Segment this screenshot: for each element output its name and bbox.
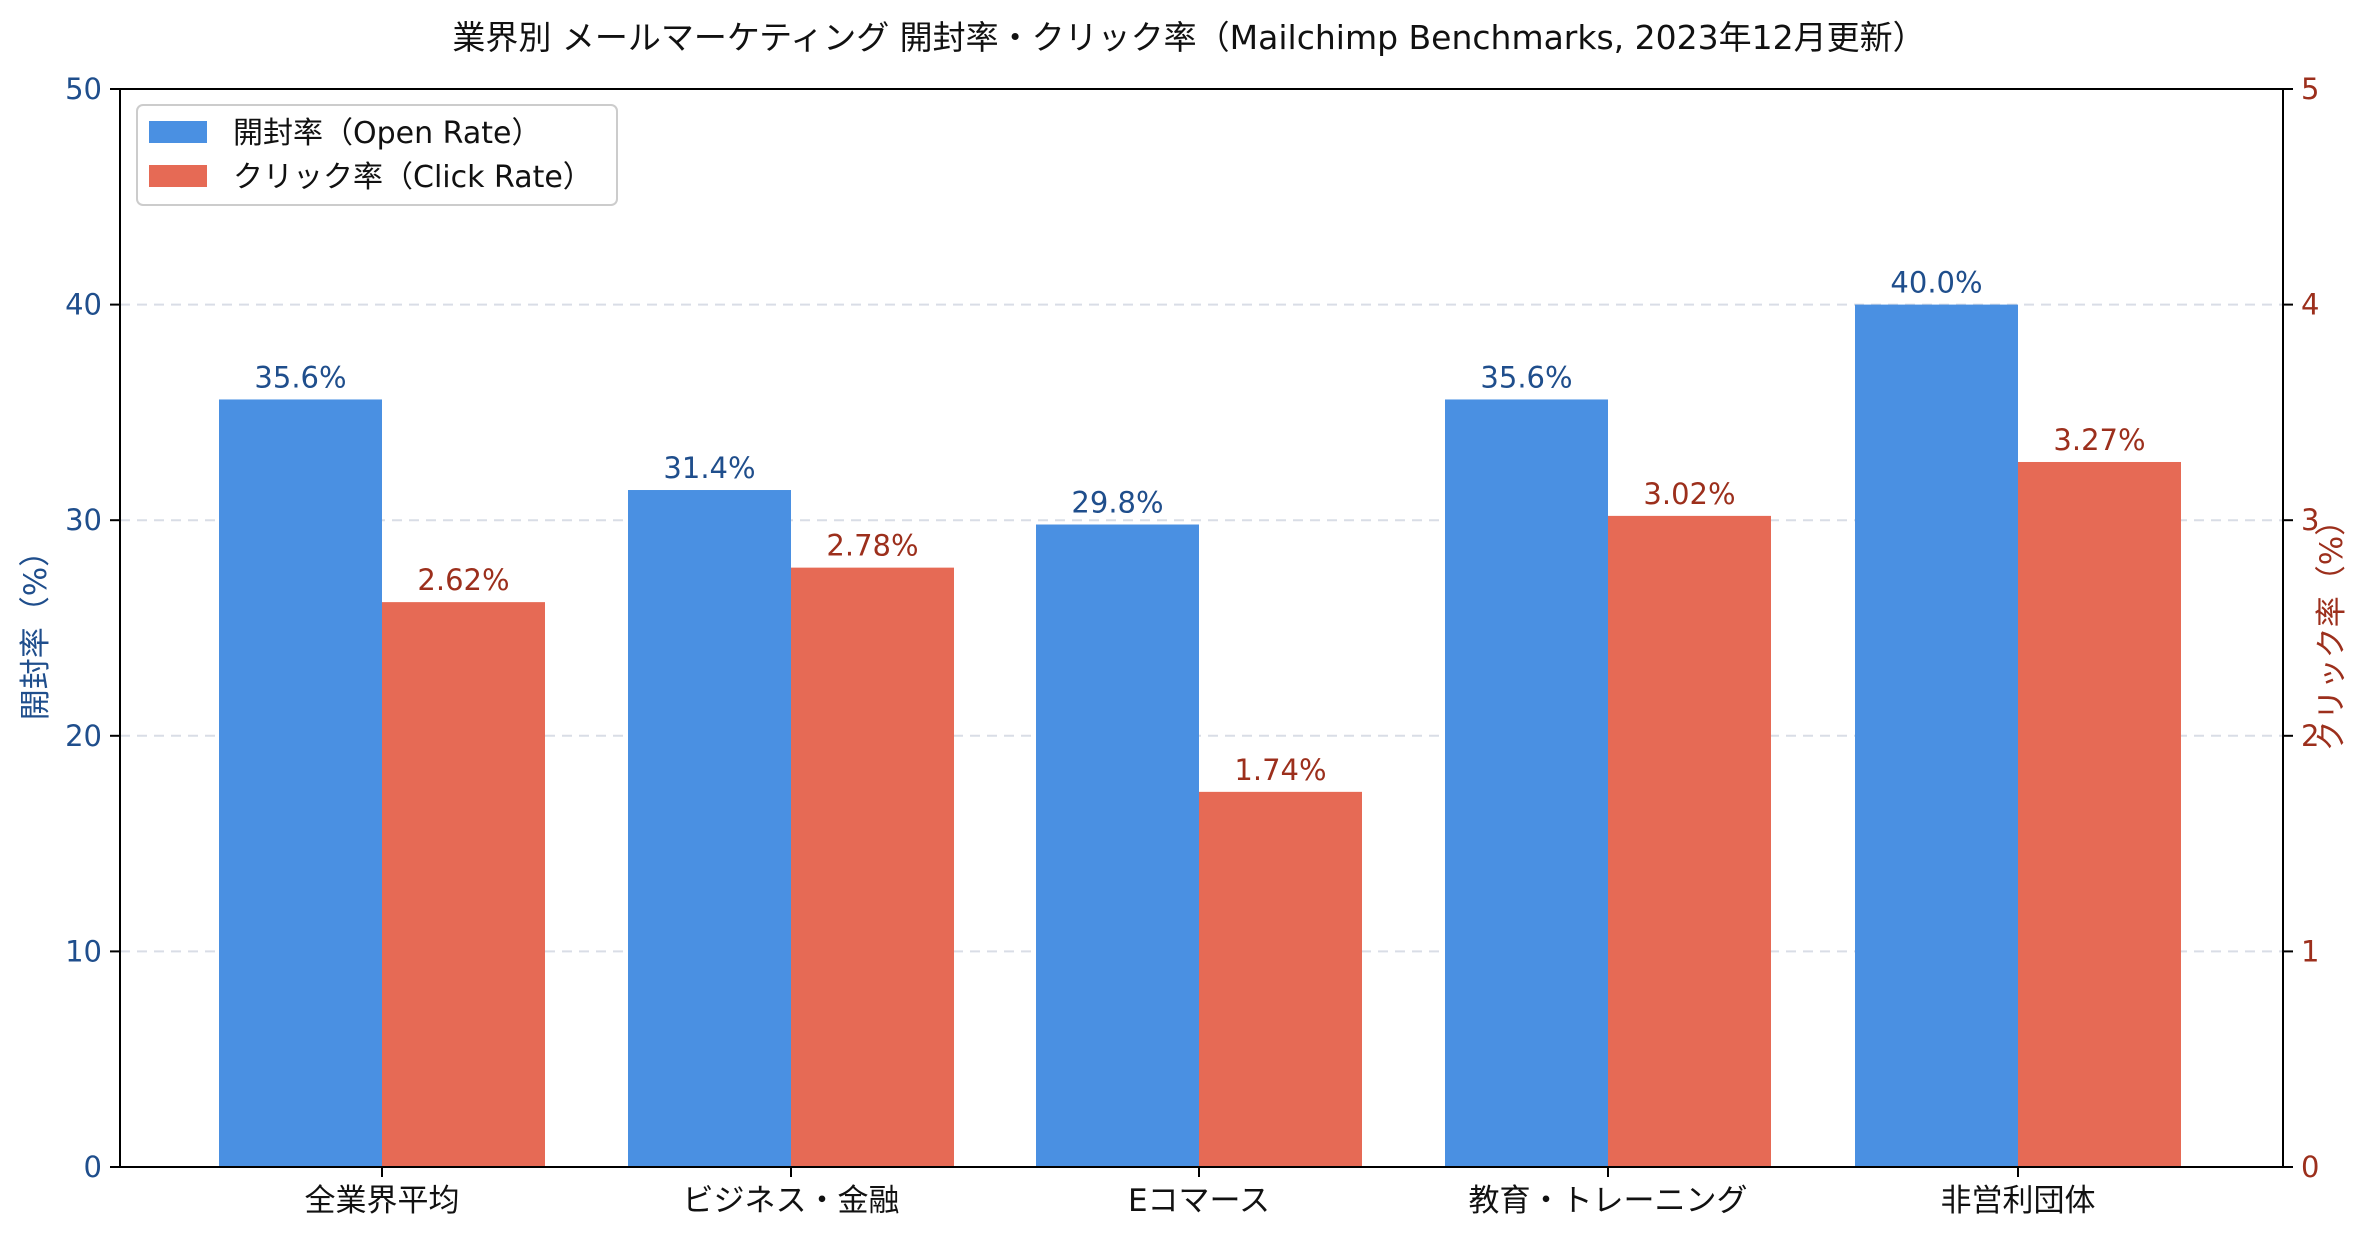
right-y-axis-label: クリック率（%）	[2314, 505, 2350, 751]
left-tick-label: 0	[84, 1150, 102, 1184]
left-tick-label: 40	[65, 288, 102, 322]
plot-frame	[119, 88, 2284, 1168]
legend-swatch-open-rate	[149, 121, 207, 143]
bar-click-rate	[2018, 461, 2181, 1167]
bar-click-rate	[1199, 791, 1362, 1167]
x-tick-label: 教育・トレーニング	[1469, 1183, 1748, 1219]
bar-open-rate	[1445, 399, 1608, 1167]
right-tick-label: 1	[2301, 934, 2319, 968]
right-tick-label: 5	[2301, 72, 2319, 106]
right-tick-label: 3	[2301, 503, 2319, 537]
left-tick-label: 20	[65, 719, 102, 753]
data-label-click-rate: 3.02%	[1643, 477, 1735, 511]
right-tick-label: 0	[2301, 1150, 2319, 1184]
data-label-open-rate: 35.6%	[1480, 360, 1572, 394]
data-label-open-rate: 40.0%	[1890, 266, 1982, 300]
data-labels: 35.6% 31.4% 29.8% 35.6% 40.0% 2.62% 2.78% 1.74%…	[254, 266, 2145, 787]
legend-label-click-rate: クリック率（Click Rate）	[233, 160, 593, 195]
bars	[219, 304, 2181, 1168]
legend: 開封率（Open Rate） クリック率（Click Rate）	[136, 104, 618, 206]
bar-open-rate	[628, 490, 791, 1167]
right-tick-label: 4	[2301, 288, 2319, 322]
bar-click-rate	[382, 602, 545, 1167]
bar-open-rate	[219, 399, 382, 1167]
x-tick-label: Eコマース	[1128, 1183, 1270, 1219]
bar-open-rate	[1855, 304, 2018, 1168]
data-label-open-rate: 29.8%	[1071, 486, 1163, 520]
left-tick-label: 10	[65, 934, 102, 968]
bar-click-rate	[1608, 515, 1771, 1167]
right-y-axis: 0 1 2 3 4 5	[2283, 72, 2319, 1184]
data-label-open-rate: 31.4%	[663, 451, 755, 485]
bar-click-rate	[791, 567, 954, 1167]
data-label-click-rate: 1.74%	[1234, 753, 1326, 787]
right-tick-label: 2	[2301, 719, 2319, 753]
x-tick-label: 非営利団体	[1941, 1183, 2096, 1219]
x-tick-label: 全業界平均	[305, 1183, 460, 1219]
legend-swatch-click-rate	[149, 165, 207, 187]
left-y-axis: 0 10 20 30 40 50	[65, 72, 120, 1184]
data-label-click-rate: 2.78%	[826, 529, 918, 563]
x-axis: 全業界平均 ビジネス・金融 Eコマース 教育・トレーニング 非営利団体	[305, 1167, 2096, 1219]
left-tick-label: 50	[65, 72, 102, 106]
data-label-click-rate: 2.62%	[417, 563, 509, 597]
bar-open-rate	[1036, 524, 1199, 1167]
legend-box	[136, 104, 618, 206]
left-y-axis-label: 開封率（%）	[18, 536, 54, 720]
data-label-open-rate: 35.6%	[254, 360, 346, 394]
data-label-click-rate: 3.27%	[2053, 423, 2145, 457]
legend-label-open-rate: 開封率（Open Rate）	[233, 116, 541, 151]
chart-title: 業界別 メールマーケティング 開封率・クリック率（Mailchimp Bench…	[452, 18, 1925, 57]
x-tick-label: ビジネス・金融	[683, 1183, 900, 1219]
left-tick-label: 30	[65, 503, 102, 537]
